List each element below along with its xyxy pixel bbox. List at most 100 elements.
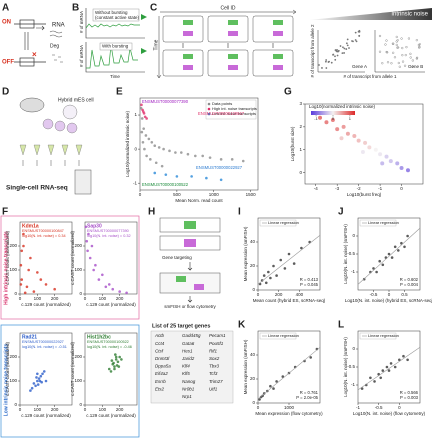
colorbar-tick-label: 1 — [349, 116, 352, 121]
schematic-dot — [325, 67, 328, 69]
panel-a: ON RNA Deg OFF × — [2, 20, 65, 67]
point — [22, 244, 25, 248]
point — [113, 367, 116, 371]
off-mark: × — [32, 50, 37, 59]
point — [309, 356, 313, 359]
schematic-dot — [418, 46, 421, 49]
gene-name: Eif4a2 — [155, 371, 168, 376]
legend-box — [359, 332, 397, 340]
point — [34, 384, 37, 388]
point — [341, 124, 346, 129]
distribution — [141, 14, 147, 54]
x-tick-label: 0 — [19, 407, 22, 412]
point — [153, 171, 157, 175]
y-tick-label: 100 — [74, 267, 82, 272]
reporter — [194, 284, 204, 290]
schematic-dot — [386, 61, 390, 64]
legend-box — [99, 42, 133, 51]
point — [356, 138, 361, 143]
x-tick-label: 0 — [84, 296, 87, 301]
gene-name: Pou5f1 — [209, 341, 224, 346]
point — [264, 281, 268, 285]
y-tick-label: 0 — [252, 400, 255, 405]
point — [164, 173, 168, 176]
point — [117, 365, 121, 368]
y-tick-label: 200 — [74, 354, 82, 359]
panel-label: K — [238, 320, 246, 331]
schematic-dot — [334, 55, 336, 58]
y-axis-label: Log10(N. int. noise) (smFISH) — [343, 224, 348, 284]
point-subtitle: ENSMUST00000100847 — [22, 229, 64, 233]
step-label: Gene targeting — [162, 255, 192, 260]
x-tick-label: -0.5 — [370, 292, 378, 297]
point — [378, 152, 383, 157]
x-tick-label: 500 — [173, 192, 181, 197]
fragments — [52, 54, 63, 63]
y-tick-label: 0 — [252, 287, 255, 292]
point — [269, 384, 272, 388]
plot-frame — [84, 332, 138, 406]
gene-name: Dnmt3l — [155, 356, 170, 361]
point — [32, 290, 36, 293]
point — [145, 117, 148, 120]
noise-gradient — [308, 8, 432, 20]
y-tick-label: 2 — [299, 124, 302, 129]
schematic-dot — [318, 64, 320, 66]
annotation: P = 0.003 — [400, 395, 419, 400]
x-tick-label: -1 — [356, 405, 360, 410]
schematic-dot — [354, 39, 357, 41]
schematic-dot — [409, 56, 412, 59]
y-tick-label: 3 — [299, 101, 302, 106]
schematic-dot — [339, 45, 342, 47]
y-tick-label: -0.5 — [347, 364, 355, 369]
y-tick-label: 0 — [352, 233, 355, 238]
schematic-dot — [336, 54, 339, 57]
point — [375, 270, 378, 274]
point-subtitle: ENSMUST00000077390 — [87, 229, 129, 233]
schematic-dot — [403, 64, 407, 67]
point — [379, 376, 383, 380]
regression-line — [257, 235, 321, 285]
schematic-dot — [346, 44, 349, 47]
point — [114, 355, 118, 359]
point — [272, 264, 275, 268]
gene-name: Gadd45g — [182, 333, 201, 338]
point — [144, 134, 148, 137]
legend-box — [259, 332, 297, 340]
schematic-dot — [401, 60, 405, 63]
x-label: # of transcript from allele 1 — [343, 74, 397, 79]
point — [32, 382, 36, 385]
point — [405, 168, 410, 173]
point — [388, 159, 393, 164]
gene-name: Pecam1 — [209, 333, 226, 338]
annotation: log10(N. int. noise) = -0.46 — [87, 345, 132, 349]
x-axis-label: Mean Norm. read count — [175, 198, 223, 203]
point — [88, 256, 92, 260]
point — [29, 256, 32, 260]
point — [300, 246, 303, 250]
point-subtitle: ENSMUST00000100522 — [87, 340, 129, 344]
point — [402, 354, 405, 358]
schematic-dot — [345, 42, 348, 45]
arrow — [156, 16, 162, 79]
point — [205, 176, 208, 180]
point — [41, 372, 44, 376]
cell-id: Cell ID — [220, 5, 235, 11]
point — [22, 232, 25, 236]
point — [20, 249, 24, 253]
state-off: OFF — [2, 60, 14, 66]
panel-d: Hybrid mES cell Single-cell RNA-seq — [6, 97, 94, 195]
legend-label: Low int. noise transcripts — [212, 111, 256, 116]
gene-name: Nanog — [182, 379, 196, 384]
gene-name: Klf5 — [182, 371, 190, 376]
point — [201, 154, 204, 158]
y-tick-label: 20 — [250, 376, 256, 381]
gene-name: Cct4 — [155, 341, 165, 346]
schematic-dot — [400, 37, 403, 40]
annotation: ENSMUST00000100522 — [142, 182, 189, 187]
schematic-dot — [392, 51, 395, 54]
panel-label: E — [116, 87, 123, 98]
point — [385, 365, 389, 369]
x-axis-label: c.129 count (normalized) — [86, 302, 136, 307]
panel-h: Gene targeting smFISH or flow cytometry … — [150, 217, 234, 404]
